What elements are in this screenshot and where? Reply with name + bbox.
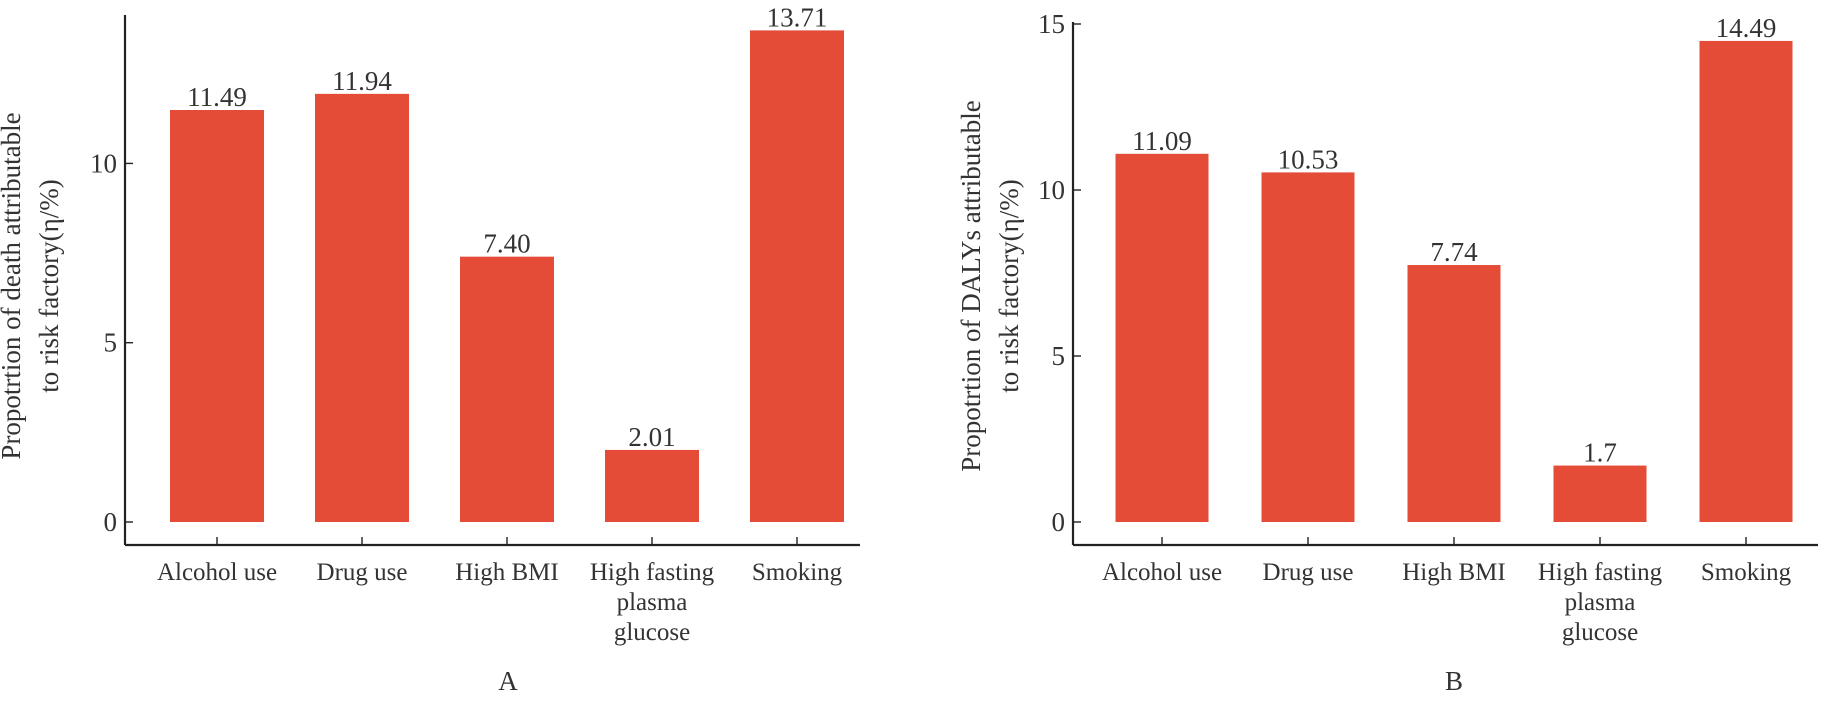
y-tick-label: 10 xyxy=(90,148,117,178)
bar xyxy=(1261,172,1355,523)
bar xyxy=(1115,153,1209,522)
x-tick-label: High BMI xyxy=(455,559,558,586)
bar xyxy=(1407,265,1501,522)
bar-value-label: 11.49 xyxy=(187,82,247,112)
chart-panel-b: 0 5 10 15 11.09 Alcohol use 10.53 Drug use 7.74 H… xyxy=(956,9,1818,696)
y-axis-title-line-1: Propotrtion of DALYs attributable xyxy=(956,100,986,472)
bar-value-label: 7.74 xyxy=(1430,237,1478,267)
bar-value-label: 14.49 xyxy=(1716,13,1777,43)
y-axis-title-line-2: to risk factory(η/%) xyxy=(34,179,64,393)
x-tick-label-line: Drug use xyxy=(317,559,408,586)
x-tick-label-line: Alcohol use xyxy=(157,559,277,586)
bar xyxy=(1553,465,1647,522)
x-tick-label-line: High BMI xyxy=(455,559,558,586)
y-tick-label: 0 xyxy=(1052,507,1066,537)
x-tick-label-line: glucose xyxy=(614,619,690,646)
y-axis-title-line-2: to risk factory(η/%) xyxy=(994,179,1024,393)
x-tick-label: Drug use xyxy=(1263,559,1354,586)
bar xyxy=(1699,40,1793,522)
x-tick-label-line: High fasting xyxy=(1538,559,1663,586)
bar-value-label: 7.40 xyxy=(483,229,530,259)
y-axis-title-line-1: Propotrtion of death attributable xyxy=(0,112,26,459)
bar xyxy=(605,449,699,522)
chart-panel-a: 0 5 10 11.49 Alcohol use 11.94 Drug use 7.40 Hig… xyxy=(0,2,860,696)
bar-value-label: 2.01 xyxy=(628,422,675,452)
panel-label: B xyxy=(1445,666,1463,696)
bar-value-label: 11.94 xyxy=(332,66,392,96)
x-tick-label-line: plasma xyxy=(1565,589,1636,616)
x-tick-label: Alcohol use xyxy=(157,559,277,586)
x-tick-label: Alcohol use xyxy=(1102,559,1222,586)
y-tick-label: 10 xyxy=(1038,175,1065,205)
x-tick-label-line: High BMI xyxy=(1402,559,1505,586)
bar xyxy=(460,256,554,522)
x-tick-label-line: Smoking xyxy=(1701,559,1792,586)
bar-value-label: 10.53 xyxy=(1278,144,1339,174)
x-tick-label: Drug use xyxy=(317,559,408,586)
bar xyxy=(315,93,409,522)
bar-value-label: 11.09 xyxy=(1132,126,1192,156)
x-tick-label-line: High fasting xyxy=(590,559,715,586)
bar xyxy=(170,110,264,522)
x-tick-label: Smoking xyxy=(752,559,843,586)
bar xyxy=(750,30,844,523)
x-tick-label-line: Alcohol use xyxy=(1102,559,1222,586)
y-tick-label: 0 xyxy=(104,507,118,537)
y-tick-label: 5 xyxy=(104,328,118,358)
y-tick-label: 5 xyxy=(1052,341,1066,371)
x-tick-label-line: Drug use xyxy=(1263,559,1354,586)
y-tick-label: 15 xyxy=(1038,9,1065,39)
x-tick-label: High fasting plasma glucose xyxy=(590,559,715,646)
x-tick-label: High BMI xyxy=(1402,559,1505,586)
x-tick-label-line: plasma xyxy=(617,589,688,616)
bar-value-label: 13.71 xyxy=(767,2,828,32)
x-tick-label: Smoking xyxy=(1701,559,1792,586)
panel-label: A xyxy=(498,666,518,696)
bar-value-label: 1.7 xyxy=(1583,438,1617,468)
x-tick-label-line: glucose xyxy=(1562,619,1638,646)
x-tick-label: High fasting plasma glucose xyxy=(1538,559,1663,646)
x-tick-label-line: Smoking xyxy=(752,559,843,586)
